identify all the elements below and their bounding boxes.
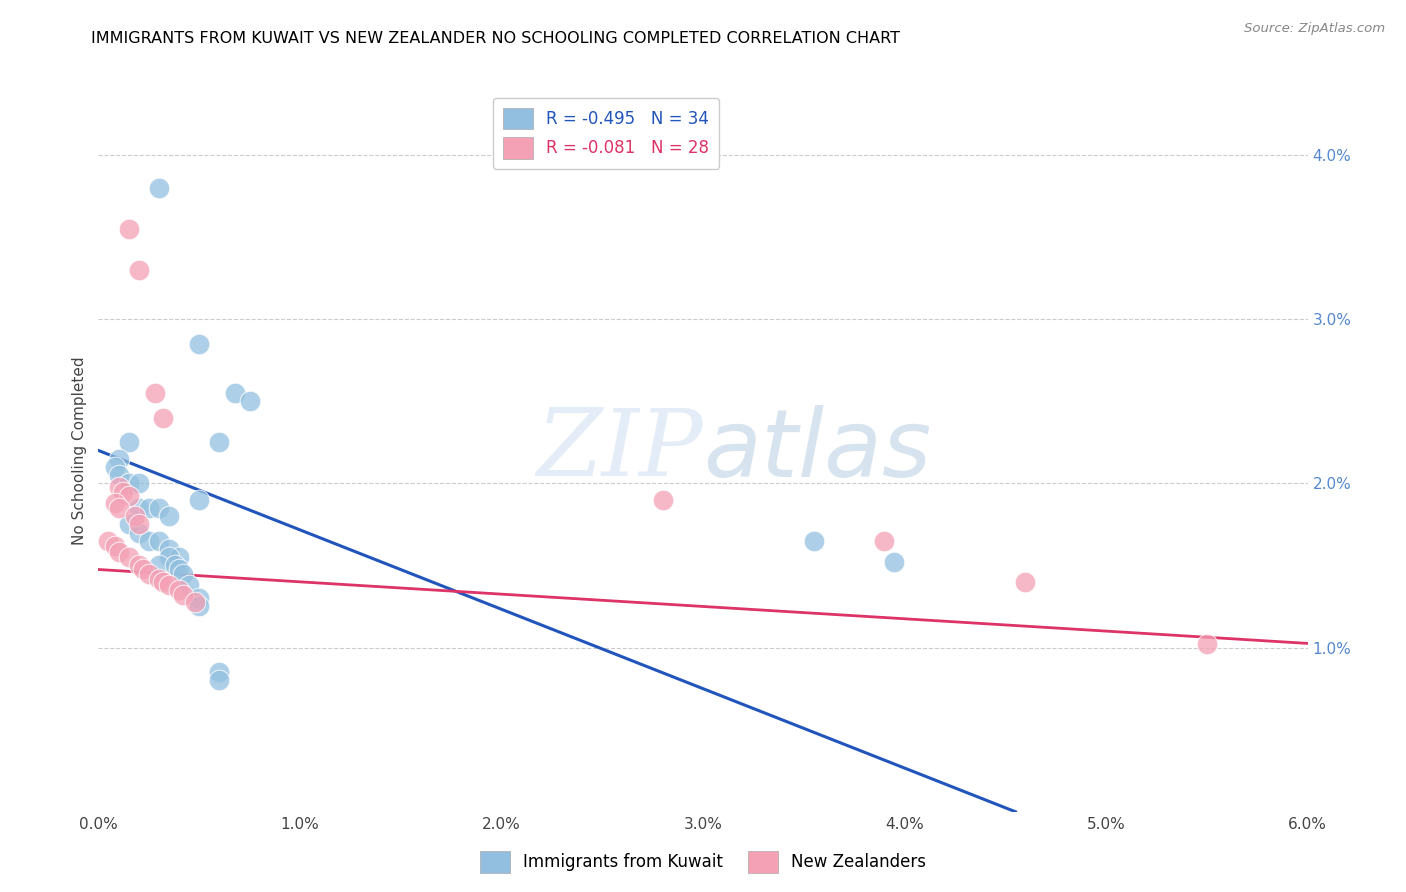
Point bbox=[167, 562, 190, 576]
Point bbox=[883, 555, 905, 569]
Legend: Immigrants from Kuwait, New Zealanders: Immigrants from Kuwait, New Zealanders bbox=[472, 845, 934, 880]
Point bbox=[148, 500, 170, 515]
Point bbox=[138, 566, 160, 581]
Point bbox=[873, 533, 896, 548]
Point bbox=[152, 574, 174, 589]
Point bbox=[138, 500, 160, 515]
Point bbox=[803, 533, 825, 548]
Point bbox=[97, 533, 120, 548]
Point bbox=[107, 451, 129, 466]
Point bbox=[128, 500, 150, 515]
Point bbox=[103, 539, 125, 553]
Point bbox=[148, 558, 170, 573]
Point bbox=[152, 410, 174, 425]
Point bbox=[188, 591, 211, 606]
Point bbox=[208, 673, 231, 688]
Point bbox=[128, 525, 150, 540]
Point bbox=[107, 500, 129, 515]
Point bbox=[118, 490, 141, 504]
Point bbox=[128, 262, 150, 277]
Point bbox=[118, 550, 141, 565]
Point bbox=[1195, 637, 1218, 651]
Point bbox=[111, 484, 134, 499]
Point bbox=[157, 550, 180, 565]
Point bbox=[148, 180, 170, 194]
Point bbox=[103, 459, 125, 474]
Point bbox=[167, 582, 190, 597]
Point bbox=[239, 394, 262, 409]
Point bbox=[148, 572, 170, 586]
Point bbox=[188, 336, 211, 351]
Point bbox=[128, 558, 150, 573]
Point bbox=[118, 517, 141, 532]
Point bbox=[107, 468, 129, 483]
Point bbox=[179, 578, 201, 592]
Point bbox=[1014, 574, 1036, 589]
Point bbox=[157, 509, 180, 524]
Point bbox=[157, 541, 180, 556]
Point bbox=[107, 545, 129, 559]
Point bbox=[188, 492, 211, 507]
Point bbox=[172, 588, 194, 602]
Point bbox=[208, 435, 231, 450]
Point bbox=[132, 562, 155, 576]
Point bbox=[188, 599, 211, 614]
Text: Source: ZipAtlas.com: Source: ZipAtlas.com bbox=[1244, 22, 1385, 36]
Point bbox=[138, 533, 160, 548]
Point bbox=[172, 566, 194, 581]
Point bbox=[651, 492, 673, 507]
Legend: R = -0.495   N = 34, R = -0.081   N = 28: R = -0.495 N = 34, R = -0.081 N = 28 bbox=[494, 97, 720, 169]
Point bbox=[148, 533, 170, 548]
Y-axis label: No Schooling Completed: No Schooling Completed bbox=[72, 356, 87, 545]
Point bbox=[118, 435, 141, 450]
Point bbox=[103, 496, 125, 510]
Point bbox=[128, 476, 150, 491]
Point bbox=[118, 221, 141, 235]
Point bbox=[157, 578, 180, 592]
Point bbox=[167, 550, 190, 565]
Point bbox=[124, 509, 146, 524]
Point bbox=[143, 386, 166, 401]
Text: IMMIGRANTS FROM KUWAIT VS NEW ZEALANDER NO SCHOOLING COMPLETED CORRELATION CHART: IMMIGRANTS FROM KUWAIT VS NEW ZEALANDER … bbox=[91, 31, 900, 46]
Text: ZIP: ZIP bbox=[536, 406, 703, 495]
Point bbox=[208, 665, 231, 680]
Point bbox=[224, 386, 246, 401]
Point bbox=[107, 479, 129, 493]
Point bbox=[118, 476, 141, 491]
Point bbox=[163, 558, 186, 573]
Point bbox=[128, 517, 150, 532]
Text: atlas: atlas bbox=[703, 405, 931, 496]
Point bbox=[184, 594, 207, 608]
